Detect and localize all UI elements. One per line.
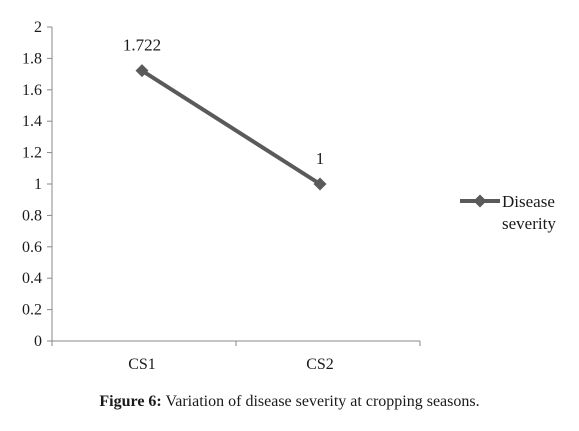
figure-caption: Figure 6: Variation of disease severity … <box>0 393 579 411</box>
caption-text: Variation of disease severity at croppin… <box>161 393 480 410</box>
legend-label-line1: Disease <box>502 192 555 211</box>
y-tick-label: 1.2 <box>22 145 42 162</box>
legend: Disease severity <box>460 192 556 233</box>
y-tick-label: 1 <box>34 176 42 193</box>
y-tick-label: 1.8 <box>22 50 42 67</box>
y-axis: 0 0.2 0.4 0.6 0.8 1 1.2 1.4 1.6 1.8 2 <box>22 19 53 350</box>
data-label: 1 <box>316 149 325 168</box>
y-tick-label: 0.8 <box>22 207 42 224</box>
y-tick-label: 0.4 <box>22 270 42 287</box>
data-point-marker <box>135 64 149 78</box>
legend-marker <box>473 194 487 208</box>
y-tick-label: 1.4 <box>22 113 42 130</box>
y-tick-label: 1.6 <box>22 82 42 99</box>
legend-label-line2: severity <box>502 214 556 233</box>
y-tick-label: 0.2 <box>22 302 42 319</box>
x-tick-label: CS1 <box>128 356 156 373</box>
y-tick-label: 2 <box>34 19 42 36</box>
data-point-marker <box>313 177 327 191</box>
series-disease-severity: 1.722 1 <box>123 36 327 191</box>
x-axis: CS1 CS2 <box>51 340 421 373</box>
series-line <box>140 68 322 186</box>
y-tick-label: 0.6 <box>22 239 42 256</box>
x-tick-label: CS2 <box>306 356 334 373</box>
data-label: 1.722 <box>123 36 161 55</box>
line-chart: 0 0.2 0.4 0.6 0.8 1 1.2 1.4 1.6 1.8 2 CS1 CS2 1.722… <box>22 19 556 373</box>
caption-label: Figure 6: <box>99 393 162 410</box>
y-tick-label: 0 <box>34 333 42 350</box>
